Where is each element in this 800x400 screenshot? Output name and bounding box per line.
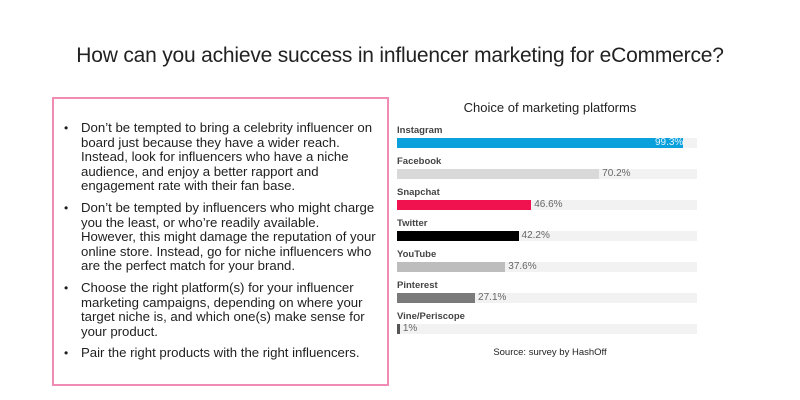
bar (397, 324, 400, 334)
bar (397, 231, 519, 241)
bar-track: 27.1% (397, 292, 697, 303)
bar (397, 169, 600, 179)
chart-row: Vine/Periscope 1% (397, 311, 700, 341)
bar-track: 42.2% (397, 230, 697, 241)
bar-label: Snapchat (397, 187, 440, 198)
bar-value: 99.3% (654, 137, 684, 148)
chart-row: Instagram 99.3% (397, 125, 700, 155)
chart-row: YouTube 37.6% (397, 249, 700, 279)
bar-track: 1% (397, 323, 697, 334)
tip-item: • Don’t be tempted by influencers who mig… (62, 199, 377, 274)
bar-track: 99.3% (397, 137, 697, 148)
bar-value: 46.6% (534, 199, 563, 210)
bar-label: Facebook (397, 156, 442, 167)
bar-value: 37.6% (508, 261, 537, 272)
bar-value: 70.2% (602, 168, 631, 179)
bar-track: 46.6% (397, 199, 697, 210)
bar-value: 1% (402, 323, 418, 334)
bar (397, 138, 683, 148)
slide-title: How can you achieve success in influence… (76, 44, 724, 67)
tips-list: • Don’t be tempted to bring a celebrity i… (54, 99, 387, 361)
bar-label: Vine/Periscope (397, 311, 465, 322)
bar-value: 42.2% (521, 230, 550, 241)
chart-row: Twitter 42.2% (397, 218, 700, 248)
bar-track: 37.6% (397, 261, 697, 272)
tip-text: Don’t be tempted to bring a celebrity in… (81, 120, 373, 194)
tip-item: • Choose the right platform(s) for your i… (62, 279, 377, 339)
tips-textbox: • Don’t be tempted to bring a celebrity i… (52, 97, 389, 386)
bullet-icon: • (64, 121, 69, 135)
tip-text: Pair the right products with the right i… (81, 345, 360, 361)
chart-row: Snapchat 46.6% (397, 187, 700, 217)
bar-label: Instagram (397, 125, 443, 136)
bar-label: Twitter (397, 218, 428, 229)
tip-item: • Pair the right products with the right … (62, 346, 377, 361)
tip-text: Choose the right platform(s) for your in… (81, 279, 365, 339)
chart-row: Pinterest 27.1% (397, 280, 700, 310)
bar-label: Pinterest (397, 280, 438, 291)
tip-item: • Don’t be tempted to bring a celebrity i… (62, 120, 377, 194)
tip-text: Don’t be tempted by influencers who migh… (81, 199, 376, 274)
bar (397, 293, 476, 303)
bullet-icon: • (64, 200, 69, 215)
bar-value: 27.1% (478, 292, 507, 303)
chart-title: Choice of marketing platforms (463, 100, 637, 115)
bullet-icon: • (64, 280, 69, 295)
bullet-icon: • (64, 346, 69, 361)
bar-track: 70.2% (397, 168, 697, 179)
chart-row: Facebook 70.2% (397, 156, 700, 186)
chart-source: Source: survey by HashOff (493, 347, 607, 358)
bar (397, 262, 506, 272)
bar-label: YouTube (397, 249, 437, 260)
platform-bar-chart: Choice of marketing platforms Instagram 9… (395, 95, 705, 365)
bar (397, 200, 532, 210)
